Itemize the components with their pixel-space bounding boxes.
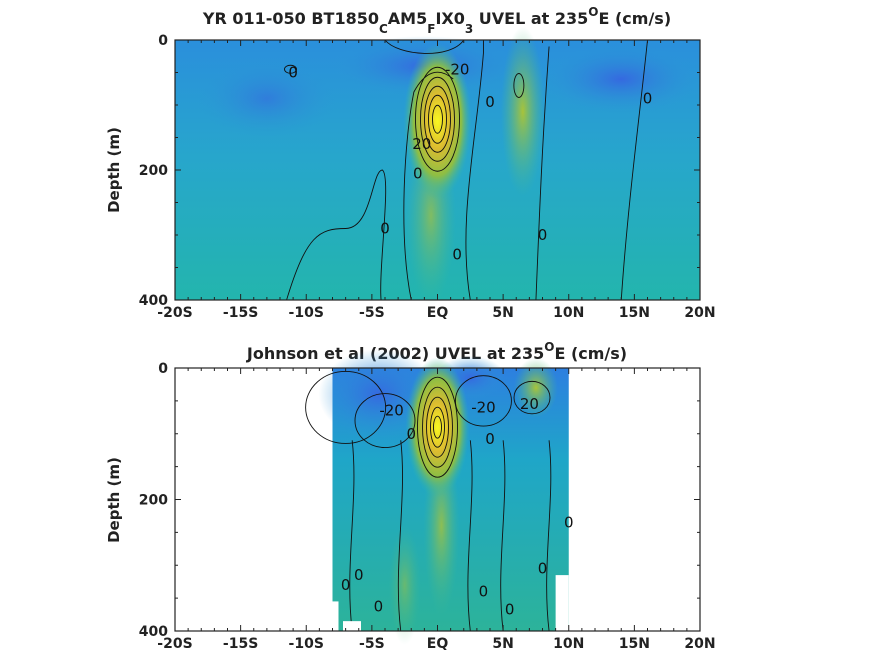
contour-label: 20 [520,395,539,413]
contour-line [500,440,506,632]
y-tick-label: 400 [139,624,168,640]
y-tick-label: 400 [139,293,168,309]
x-tick-label: -5S [359,636,385,652]
contour-line [417,376,458,478]
x-tick-label: -15S [223,305,258,321]
y-axis-label-bottom: Depth (m) [105,457,123,543]
x-axis-bottom: -20S -15S -10S -5S EQ 5N 10N 15N 20N [157,368,716,652]
x-tick-label: -5S [359,305,385,321]
contour-line [454,375,512,427]
x-tick-label: 5N [492,636,513,652]
contour-line [424,85,451,153]
x-tick-label: 20N [684,636,715,652]
contour-label: -20 [471,398,496,416]
contour-line [422,386,453,468]
contour-label: -20 [445,60,470,78]
contour-line [397,440,403,632]
heatmap-area-bottom [305,349,569,645]
contour-line [286,169,387,301]
undercurrent-core [405,357,470,498]
y-tick-label: 200 [139,493,168,509]
contour-line [620,39,648,301]
westward-flow-region [541,44,702,114]
contour-label: 0 [485,430,495,448]
contour-label: 20 [412,135,431,153]
contour-label: 0 [374,598,384,616]
eastward-flow-region [513,357,558,418]
contour-label: -20 [379,402,404,420]
contour-line [428,94,447,144]
contour-label: 0 [288,64,298,82]
contour-label: 0 [643,90,653,108]
contour-label: 0 [538,560,548,578]
contour-line [426,396,449,458]
panel-bottom-obs: Johnson et al (2002) UVEL at 235OE (cm/s… [105,340,716,652]
x-tick-label: -10S [289,636,324,652]
x-tick-label: 15N [619,636,650,652]
no-data-mask [343,621,361,631]
contour-label: 0 [413,164,423,182]
contour-label: 0 [380,220,390,238]
contour-line [384,39,465,54]
contour-line [433,415,442,439]
heatmap-area-top [175,26,702,306]
no-data-mask [555,575,569,631]
contour-line [546,440,552,632]
contour-line [305,371,387,444]
contour-line [430,406,445,448]
x-tick-label: 20N [684,305,715,321]
x-tick-label: 10N [553,305,584,321]
contour-line [432,104,443,134]
contour-label: 0 [564,514,574,532]
contour-label: 0 [452,246,462,264]
contour-line [415,66,460,172]
contour-label: 0 [354,566,364,584]
chart-title-top: YR 011-050 BT1850CAM5FIX03 UVEL at 235OE… [202,5,671,36]
x-tick-label: 15N [619,305,650,321]
contour-label: 0 [485,93,495,111]
contour-labels-top: 0 -20 0 0 20 0 0 0 0 [288,60,652,263]
y-tick-label: 0 [158,33,168,49]
contour-line [284,64,297,74]
contour-line [420,76,455,162]
panel-top-model: YR 011-050 BT1850CAM5FIX03 UVEL at 235OE… [105,5,716,321]
x-tick-label: 5N [492,305,513,321]
y-tick-label: 200 [139,163,168,179]
x-tick-label: -10S [289,305,324,321]
contour-line [535,46,550,301]
x-tick-label: EQ [427,636,449,652]
x-axis-top: -20S -15S -10S -5S EQ 5N 10N 15N 20N [157,40,716,321]
y-tick-label: 0 [158,361,168,377]
contour-line [354,393,416,449]
contour-label: 0 [505,600,515,618]
x-tick-label: -15S [223,636,258,652]
x-tick-label: -20S [157,305,192,321]
contour-line [513,380,551,415]
no-data-mask [332,601,339,631]
contour-label: 0 [538,226,548,244]
x-tick-label: EQ [427,305,449,321]
y-axis-label-top: Depth (m) [105,127,123,213]
x-tick-label: 10N [553,636,584,652]
contour-line [467,440,473,632]
contour-line [349,440,355,632]
x-tick-label: -20S [157,636,192,652]
contour-line [465,40,484,301]
contour-line [513,73,525,98]
contour-line [403,71,454,301]
westward-flow-region [196,58,337,139]
contour-label: 0 [479,583,489,601]
contour-label: 0 [341,576,351,594]
eastward-flow-region [500,26,545,197]
contour-label: 0 [406,425,416,443]
eastward-flow-region [388,524,421,645]
